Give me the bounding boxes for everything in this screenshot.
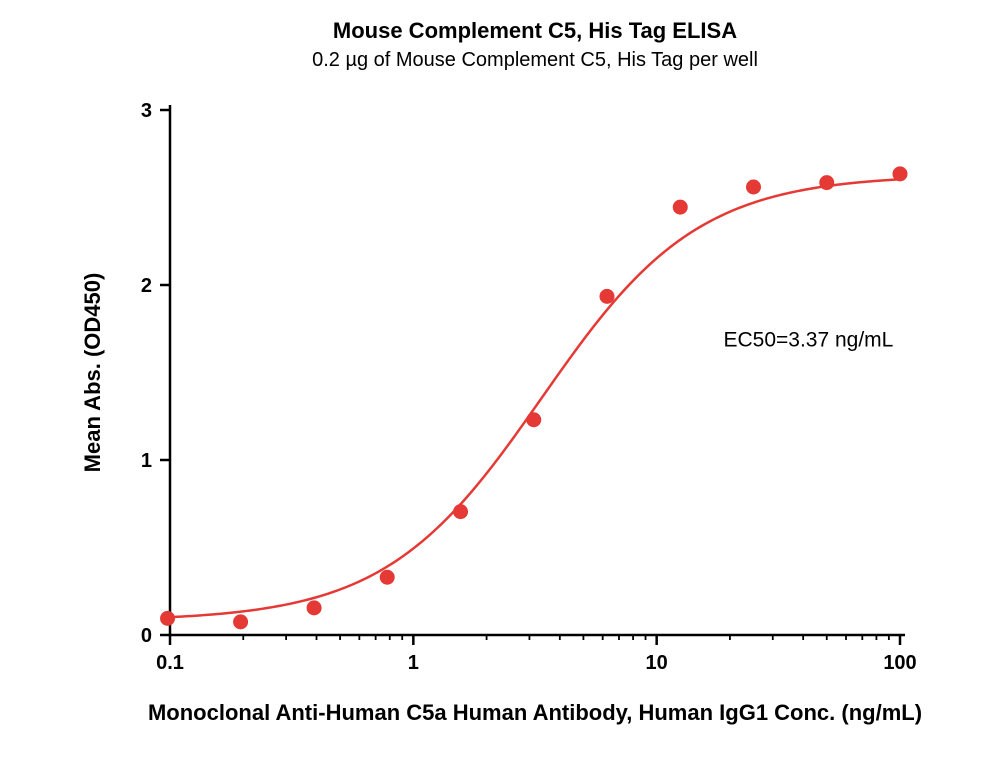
data-point <box>820 176 834 190</box>
data-point <box>600 289 614 303</box>
data-point <box>673 200 687 214</box>
elisa-chart-svg: Mouse Complement C5, His Tag ELISA 0.2 µg… <box>0 0 1000 775</box>
data-point <box>893 167 907 181</box>
ec50-annotation: EC50=3.37 ng/mL <box>723 328 893 351</box>
data-point <box>746 180 760 194</box>
data-point <box>380 570 394 584</box>
data-point <box>234 615 248 629</box>
y-axis-label: Mean Abs. (OD450) <box>80 273 105 473</box>
data-point <box>161 611 175 625</box>
x-tick-label: 10 <box>646 652 668 674</box>
y-tick-label: 0 <box>141 625 152 647</box>
data-point <box>527 413 541 427</box>
chart-container: Mouse Complement C5, His Tag ELISA 0.2 µg… <box>0 0 1000 775</box>
data-point <box>307 601 321 615</box>
fit-curve <box>170 179 900 617</box>
chart-title-line1: Mouse Complement C5, His Tag ELISA <box>333 18 737 43</box>
chart-title-line2: 0.2 µg of Mouse Complement C5, His Tag p… <box>312 49 758 71</box>
data-point <box>454 505 468 519</box>
x-tick-label: 100 <box>883 652 916 674</box>
x-axis-label: Monoclonal Anti-Human C5a Human Antibody… <box>148 700 922 725</box>
y-tick-label: 1 <box>141 450 152 472</box>
x-tick-label: 1 <box>408 652 419 674</box>
y-tick-label: 3 <box>141 100 152 122</box>
y-tick-label: 2 <box>141 275 152 297</box>
x-tick-label: 0.1 <box>156 652 184 674</box>
